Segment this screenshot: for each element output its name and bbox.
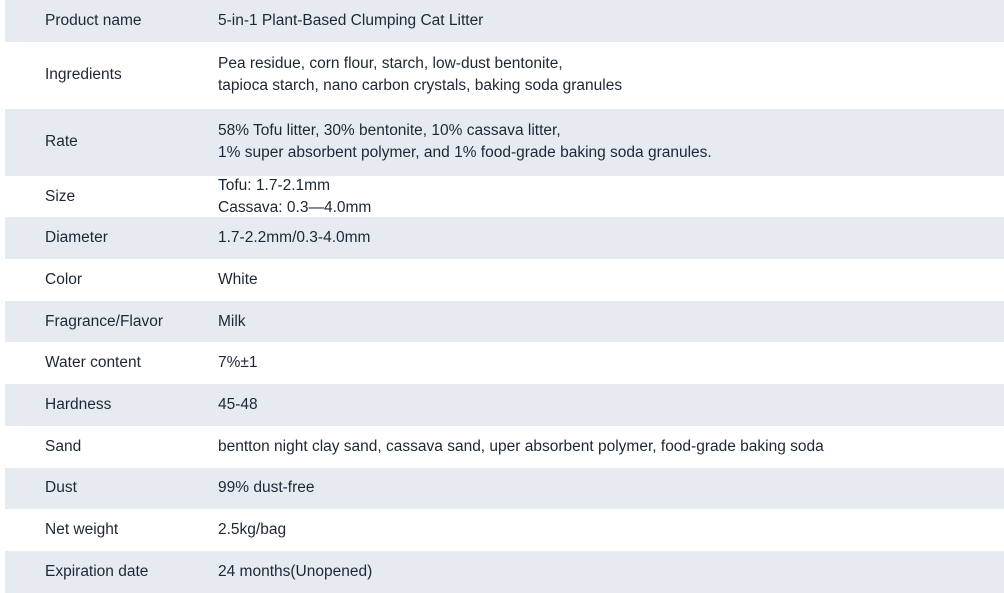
value-cassava: Cassava: 0.3—4.0mm [218,198,372,216]
row-label: Ingredients [45,66,122,84]
table-row-ingredients: Ingredients Pea residue, corn flour, sta… [5,42,1004,109]
table-row-sand: Sand bentton night clay sand, cassava sa… [5,426,1004,468]
row-label: Sand [45,437,82,455]
row-value: 58% Tofu litter, 30% bentonite, 10% cass… [218,120,1004,164]
row-value: 99% dust-free [218,477,1004,499]
row-value: Tofu: 1.7-2.1mm Cassava: 0.3—4.0mm [218,175,1004,219]
row-value: bentton night clay sand, cassava sand, u… [218,436,1004,458]
value-line: 45-48 [218,395,258,413]
value-line: 99% dust-free [218,479,315,497]
value-line: White [218,270,258,288]
row-value: Milk [218,311,1004,333]
value-line: Pea residue, corn flour, starch, low-dus… [218,55,563,73]
value-line: tapioca starch, nano carbon crystals, ba… [218,77,623,95]
row-value: White [218,269,1004,291]
value-line: 5-in-1 Plant-Based Clumping Cat Litter [218,11,484,29]
row-label: Fragrance/Flavor [45,312,164,330]
table-row-water-content: Water content 7%±1 [5,342,1004,384]
row-value: 7%±1 [218,352,1004,374]
table-row-color: Color White [5,259,1004,301]
row-label: Rate [45,133,78,151]
table-row-product-name: Product name 5-in-1 Plant-Based Clumping… [5,0,1004,42]
row-label: Water content [45,354,141,372]
row-label: Diameter [45,229,108,247]
table-row-diameter: Diameter 1.7-2.2mm/0.3-4.0mm [5,217,1004,260]
table-row-size: Size Tofu: 1.7-2.1mm Cassava: 0.3—4.0mm [5,176,1004,218]
value-line: 2.5kg/bag [218,521,287,539]
row-label: Size [45,187,76,205]
table-row-dust: Dust 99% dust-free [5,467,1004,510]
row-value: 24 months(Unopened) [218,561,1004,583]
spec-table: Product name 5-in-1 Plant-Based Clumping… [5,0,1004,593]
table-row-expiration-date: Expiration date 24 months(Unopened) [5,550,1004,593]
row-label: Expiration date [45,562,149,580]
row-label: Dust [45,479,77,497]
value-line: bentton night clay sand, cassava sand, u… [218,437,824,455]
table-row-fragrance: Fragrance/Flavor Milk [5,300,1004,343]
value-tofu: Tofu: 1.7-2.1mm [218,176,330,194]
value-line: 7%±1 [218,354,258,372]
value-line: 58% Tofu litter, 30% bentonite, 10% cass… [218,122,561,140]
row-label: Net weight [45,521,119,539]
row-label: Hardness [45,395,112,413]
row-label: Color [45,270,83,288]
row-label: Product name [45,11,142,29]
value-line: 1% super absorbent polymer, and 1% food-… [218,144,712,162]
value-line: 24 months(Unopened) [218,562,373,580]
row-value: 5-in-1 Plant-Based Clumping Cat Litter [218,10,1004,32]
row-value: 1.7-2.2mm/0.3-4.0mm [218,227,1004,249]
table-row-net-weight: Net weight 2.5kg/bag [5,509,1004,551]
row-value: Pea residue, corn flour, starch, low-dus… [218,53,1004,97]
value-line: 1.7-2.2mm/0.3-4.0mm [218,229,371,247]
row-value: 2.5kg/bag [218,519,1004,541]
table-row-hardness: Hardness 45-48 [5,384,1004,426]
table-row-rate: Rate 58% Tofu litter, 30% bentonite, 10%… [5,108,1004,176]
row-value: 45-48 [218,394,1004,416]
value-line: Milk [218,312,246,330]
